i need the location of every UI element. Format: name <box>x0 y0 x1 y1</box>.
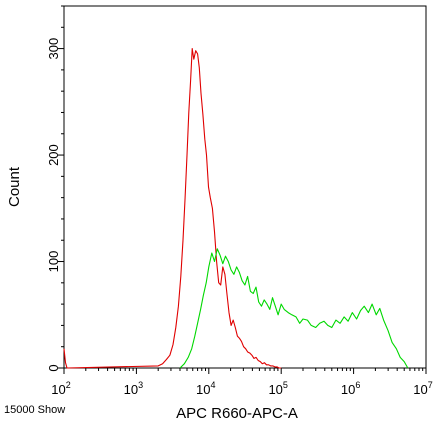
plot-frame <box>63 5 427 369</box>
x-axis-ticks: 102 103 104 105 106 107 <box>51 368 433 397</box>
x-tick-label: 103 <box>124 380 143 397</box>
x-tick-label: 107 <box>413 380 432 397</box>
y-axis-label: Count <box>6 166 23 207</box>
x-tick-label: 105 <box>268 380 287 397</box>
green-histogram-line <box>179 248 409 369</box>
y-tick-label: 200 <box>46 144 61 166</box>
x-tick-label: 106 <box>341 380 360 397</box>
y-tick-label: 300 <box>46 38 61 60</box>
x-tick-label: 102 <box>51 380 70 397</box>
x-axis-label: APC R660-APC-A <box>176 405 298 422</box>
red-histogram-line <box>63 48 282 369</box>
y-tick-label: 100 <box>46 251 61 273</box>
footer-note: 15000 Show <box>4 404 65 416</box>
y-axis-ticks: 0 100 200 300 <box>46 5 64 372</box>
series-layer <box>63 48 409 369</box>
y-tick-label: 0 <box>46 364 61 371</box>
x-tick-label: 104 <box>196 380 215 397</box>
